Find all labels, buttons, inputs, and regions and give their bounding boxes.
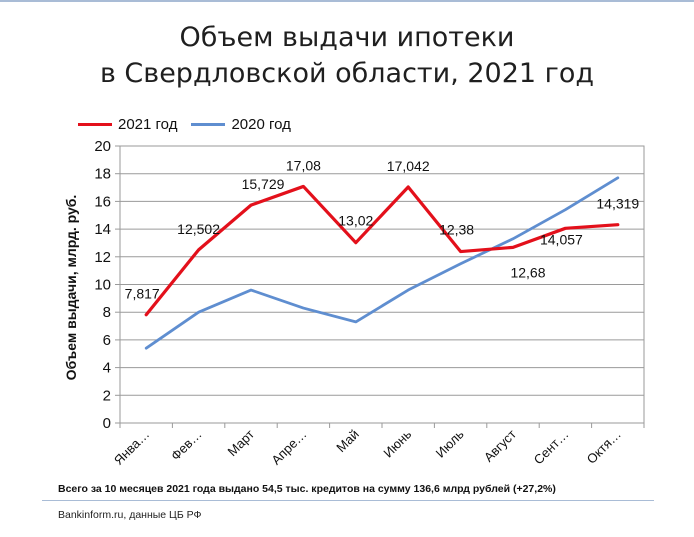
- y-tick-label: 6: [103, 332, 111, 349]
- data-label: 7,817: [125, 286, 160, 302]
- y-tick-label: 4: [103, 360, 111, 377]
- y-tick-label: 16: [94, 193, 111, 210]
- data-label: 17,08: [286, 157, 321, 173]
- y-axis-title: Объем выдачи, млрд. руб.: [63, 195, 79, 381]
- chart-legend: 2021 год 2020 год: [78, 114, 305, 134]
- y-tick-label: 10: [94, 277, 111, 294]
- y-tick-label: 12: [94, 249, 111, 266]
- y-tick-label: 2: [103, 387, 111, 404]
- chart-title-line-1: Объем выдачи ипотеки: [179, 22, 515, 53]
- data-label: 17,042: [387, 158, 430, 174]
- x-tick-label: Август: [481, 426, 519, 464]
- x-tick-label: Октя…: [584, 427, 624, 467]
- y-tick-label: 20: [94, 138, 111, 155]
- y-tick-label: 0: [103, 415, 111, 432]
- series-line-2021-год: [144, 184, 620, 317]
- chart-title: Объем выдачи ипотеки в Свердловской обла…: [0, 20, 694, 92]
- data-label: 14,057: [540, 231, 583, 247]
- legend-label-2020: 2020 год: [231, 115, 291, 133]
- y-tick-label: 18: [94, 166, 111, 183]
- legend-item-2021: 2021 год: [78, 116, 177, 133]
- top-border: [0, 0, 694, 2]
- x-tick-label: Янва…: [111, 427, 152, 468]
- legend-swatch-2020: [191, 122, 226, 126]
- y-tick-label: 14: [94, 221, 111, 238]
- legend-swatch-2021: [78, 122, 112, 126]
- divider-line: [42, 500, 654, 501]
- data-label: 12,38: [439, 222, 474, 238]
- data-label: 12,502: [177, 221, 220, 237]
- x-tick-label: Июль: [433, 426, 467, 460]
- data-label: 12,68: [510, 264, 545, 280]
- x-tick-label: Сент…: [531, 427, 572, 468]
- x-tick-label: Июнь: [380, 426, 414, 460]
- series-line-2020-год: [144, 176, 620, 350]
- data-label: 13,02: [338, 213, 373, 229]
- legend-item-2020: 2020 год: [191, 115, 291, 133]
- chart-title-line-2: в Свердловской области, 2021 год: [99, 58, 595, 89]
- data-label: 15,729: [242, 176, 285, 192]
- data-label: 14,319: [596, 196, 639, 212]
- legend-label-2021: 2021 год: [118, 115, 178, 133]
- y-tick-label: 8: [103, 304, 111, 321]
- x-tick-label: Фев…: [168, 427, 205, 464]
- x-tick-label: Май: [333, 427, 362, 456]
- footnote: Всего за 10 месяцев 2021 года выдано 54,…: [58, 483, 556, 495]
- x-tick-label: Март: [225, 426, 258, 459]
- line-chart: 0 2 4 6 8 10 12 14 16 18 20 Янва… Фев… Март Апре… Май Ию…: [63, 138, 645, 468]
- x-tick-label: Апре…: [268, 427, 309, 468]
- source-note: Bankinform.ru, данные ЦБ РФ: [58, 509, 202, 521]
